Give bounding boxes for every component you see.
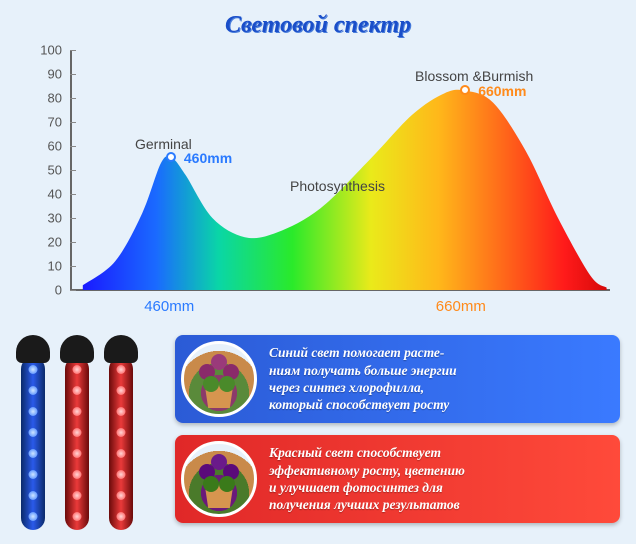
y-axis: 0102030405060708090100 xyxy=(20,50,70,290)
red-peak-value: 660mm xyxy=(478,83,526,99)
y-tick: 20 xyxy=(48,235,62,250)
y-tick-mark xyxy=(70,170,76,171)
y-tick: 70 xyxy=(48,115,62,130)
led-tube-blue xyxy=(18,335,48,530)
y-tick: 90 xyxy=(48,67,62,82)
red-peak-marker xyxy=(460,85,470,95)
page-title: Световой спектр xyxy=(0,0,636,39)
y-tick: 30 xyxy=(48,211,62,226)
blossom-label: Blossom &Burmish xyxy=(415,68,533,84)
blue-peak-marker xyxy=(166,152,176,162)
y-tick: 0 xyxy=(55,283,62,298)
plant-pot-blue-icon xyxy=(181,341,257,417)
bottom-section: Синий свет помогает расте-ниям получать … xyxy=(0,335,636,535)
y-tick-mark xyxy=(70,122,76,123)
red-light-text: Красный свет способствуетэффективному ро… xyxy=(269,444,465,513)
y-tick: 50 xyxy=(48,163,62,178)
y-tick-mark xyxy=(70,74,76,75)
spectrum-area xyxy=(72,50,612,290)
y-tick: 60 xyxy=(48,139,62,154)
y-tick-mark xyxy=(70,266,76,267)
y-tick: 10 xyxy=(48,259,62,274)
led-tube-red xyxy=(106,335,136,530)
blue-peak-value: 460mm xyxy=(184,150,232,166)
led-tube-red xyxy=(62,335,92,530)
spectrum-chart: 0102030405060708090100 Germinal Blossom … xyxy=(20,50,616,320)
blue-light-info: Синий свет помогает расте-ниям получать … xyxy=(175,335,620,423)
y-tick-mark xyxy=(70,146,76,147)
plant-pot-red-icon xyxy=(181,441,257,517)
y-tick-mark xyxy=(70,98,76,99)
x-label-460: 460mm xyxy=(144,298,194,315)
x-label-660: 660mm xyxy=(436,298,486,315)
blue-light-text: Синий свет помогает расте-ниям получать … xyxy=(269,344,457,413)
y-tick-mark xyxy=(70,242,76,243)
led-tubes xyxy=(18,335,158,530)
y-tick-mark xyxy=(70,290,76,291)
y-tick: 80 xyxy=(48,91,62,106)
y-tick-mark xyxy=(70,50,76,51)
y-tick-mark xyxy=(70,194,76,195)
y-tick: 100 xyxy=(40,43,62,58)
photosynthesis-label: Photosynthesis xyxy=(290,178,385,194)
y-tick-mark xyxy=(70,218,76,219)
y-tick: 40 xyxy=(48,187,62,202)
red-light-info: Красный свет способствуетэффективному ро… xyxy=(175,435,620,523)
